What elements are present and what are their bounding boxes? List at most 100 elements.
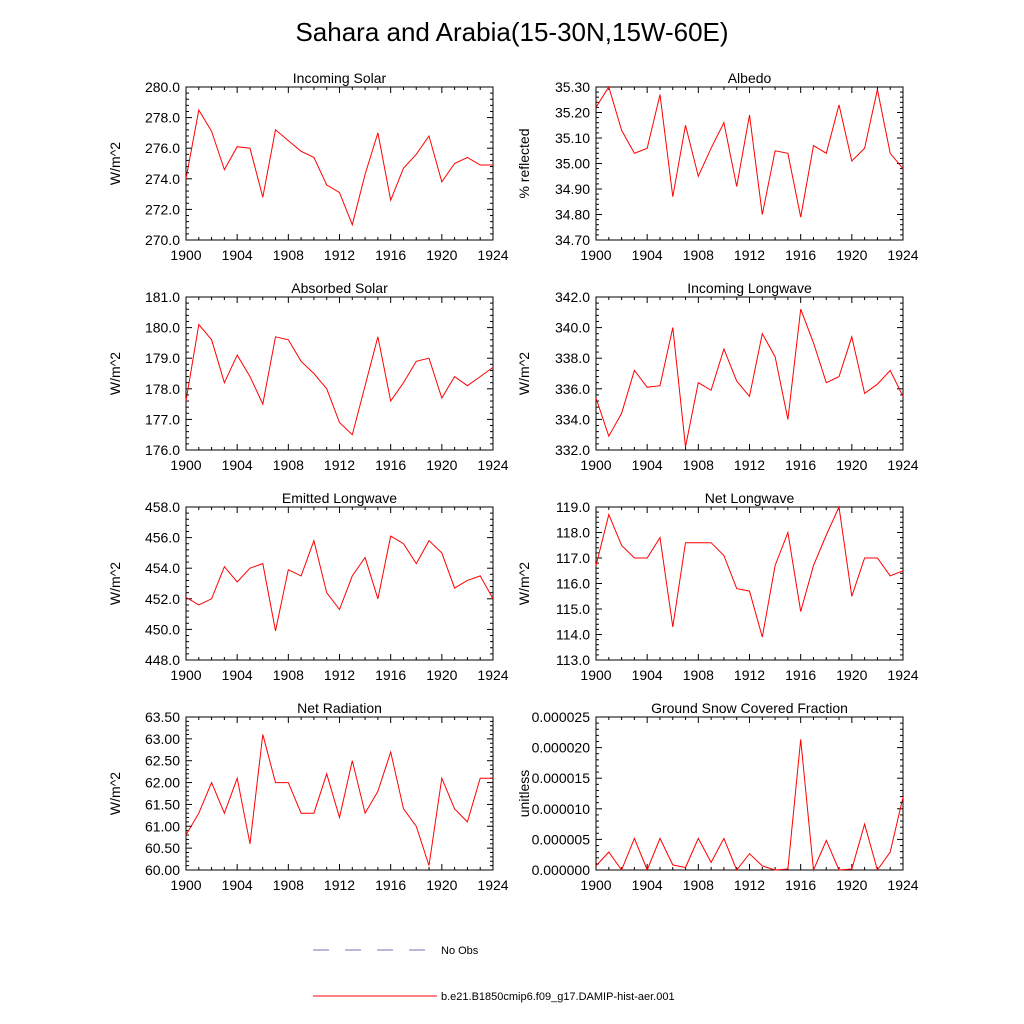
y-tick-label: 278.0 — [145, 110, 180, 126]
x-tick-label: 1912 — [324, 667, 355, 683]
y-tick-label: 448.0 — [145, 652, 180, 668]
y-tick-label: 117.0 — [556, 550, 590, 566]
panel-title: Incoming Solar — [293, 70, 387, 86]
panel-title: Emitted Longwave — [282, 490, 397, 506]
chart-panel-7: Net Radiation W/m^2 1900 1904 1908 1912 1916 19… — [107, 700, 509, 893]
chart-panel-1: Incoming Solar W/m^2 1900 1904 1908 1912 1916 1… — [107, 70, 509, 263]
panel-title: Incoming Longwave — [687, 280, 812, 296]
plot-frame — [185, 506, 494, 661]
x-tick-label: 1908 — [273, 667, 304, 683]
x-tick-label: 1900 — [170, 457, 201, 473]
x-tick-label: 1908 — [273, 247, 304, 263]
x-tick-label: 1916 — [375, 247, 406, 263]
y-tick-label: 334.0 — [555, 411, 590, 427]
y-tick-label: 456.0 — [145, 530, 180, 546]
chart-panel-4: Incoming Longwave W/m^2 1900 1904 1908 1912 19… — [516, 280, 919, 473]
x-tick-label: 1924 — [477, 247, 508, 263]
y-tick-label: 34.80 — [555, 207, 590, 223]
y-tick-label: 63.00 — [145, 731, 180, 747]
y-axis-label: W/m^2 — [107, 772, 123, 815]
y-axis-label: % reflected — [516, 128, 532, 198]
figure-title: Sahara and Arabia(15-30N,15W-60E) — [295, 17, 728, 47]
y-tick-label: 338.0 — [555, 350, 590, 366]
x-tick-label: 1904 — [632, 457, 663, 473]
x-tick-label: 1904 — [222, 247, 253, 263]
y-tick-label: 118.0 — [556, 525, 590, 541]
y-tick-label: 177.0 — [145, 411, 180, 427]
x-tick-label: 1916 — [375, 667, 406, 683]
x-tick-label: 1912 — [324, 457, 355, 473]
y-axis-label: W/m^2 — [516, 352, 532, 395]
x-tick-label: 1900 — [170, 247, 201, 263]
series-line-1 — [185, 535, 494, 632]
panel-title: Ground Snow Covered Fraction — [651, 700, 848, 716]
x-tick-label: 1904 — [222, 457, 253, 473]
x-tick-label: 1916 — [785, 667, 816, 683]
x-tick-label: 1904 — [222, 667, 253, 683]
y-tick-label: 0.000025 — [532, 709, 591, 725]
y-tick-label: 336.0 — [555, 381, 590, 397]
y-tick-label: 114.0 — [556, 627, 590, 643]
series-line-1 — [595, 85, 904, 218]
x-tick-label: 1924 — [887, 247, 918, 263]
chart-panel-3: Absorbed Solar W/m^2 1900 1904 1908 1912 1916 1… — [107, 280, 509, 473]
y-tick-label: 60.00 — [145, 862, 180, 878]
x-tick-label: 1916 — [375, 877, 406, 893]
y-tick-label: 113.0 — [556, 652, 590, 668]
y-tick-label: 452.0 — [145, 591, 180, 607]
x-tick-label: 1924 — [477, 667, 508, 683]
y-tick-label: 35.10 — [555, 130, 590, 146]
y-axis-label: W/m^2 — [107, 142, 123, 185]
x-tick-label: 1912 — [324, 247, 355, 263]
panel-title: Albedo — [728, 70, 772, 86]
x-tick-label: 1904 — [632, 667, 663, 683]
y-tick-label: 62.00 — [145, 775, 180, 791]
x-tick-label: 1920 — [426, 247, 457, 263]
x-tick-label: 1920 — [836, 877, 867, 893]
plot-frame — [595, 296, 904, 451]
x-tick-label: 1924 — [477, 877, 508, 893]
x-tick-label: 1904 — [222, 877, 253, 893]
y-tick-label: 179.0 — [145, 350, 180, 366]
y-tick-label: 0.000010 — [532, 801, 591, 817]
series-line-1 — [185, 323, 494, 436]
y-tick-label: 34.90 — [555, 181, 590, 197]
y-tick-label: 61.50 — [145, 796, 180, 812]
series-line-1 — [595, 739, 904, 872]
y-tick-label: 180.0 — [145, 320, 180, 336]
y-tick-label: 115.0 — [556, 601, 590, 617]
y-tick-label: 274.0 — [145, 171, 180, 187]
y-tick-label: 450.0 — [145, 621, 180, 637]
x-tick-label: 1900 — [170, 877, 201, 893]
x-tick-label: 1920 — [426, 457, 457, 473]
x-tick-label: 1924 — [887, 667, 918, 683]
x-tick-label: 1920 — [836, 667, 867, 683]
y-tick-label: 62.50 — [145, 753, 180, 769]
y-tick-label: 0.000020 — [532, 740, 591, 756]
legend: No Obs b.e21.B1850cmip6.f09_g17.DAMIP-hi… — [313, 945, 675, 1003]
y-tick-label: 0.000005 — [532, 831, 591, 847]
legend-label-no-obs: No Obs — [441, 945, 479, 957]
x-tick-label: 1900 — [580, 877, 611, 893]
x-tick-label: 1920 — [426, 877, 457, 893]
x-tick-label: 1916 — [785, 457, 816, 473]
plot-frame — [185, 296, 494, 451]
x-tick-label: 1908 — [273, 457, 304, 473]
y-tick-label: 178.0 — [145, 381, 180, 397]
plot-frame — [595, 506, 904, 661]
y-tick-label: 276.0 — [145, 140, 180, 156]
y-tick-label: 116.0 — [556, 576, 590, 592]
y-tick-label: 181.0 — [145, 289, 180, 305]
y-tick-label: 35.00 — [555, 156, 590, 172]
x-tick-label: 1912 — [734, 247, 765, 263]
chart-panels: Incoming Solar W/m^2 1900 1904 1908 1912 1916 1… — [107, 70, 919, 893]
y-tick-label: 280.0 — [145, 79, 180, 95]
x-tick-label: 1924 — [887, 457, 918, 473]
y-tick-label: 270.0 — [145, 232, 180, 248]
panel-title: Absorbed Solar — [291, 280, 388, 296]
x-tick-label: 1916 — [785, 877, 816, 893]
y-tick-label: 272.0 — [145, 201, 180, 217]
y-tick-label: 119.0 — [556, 499, 590, 515]
x-tick-label: 1920 — [836, 247, 867, 263]
